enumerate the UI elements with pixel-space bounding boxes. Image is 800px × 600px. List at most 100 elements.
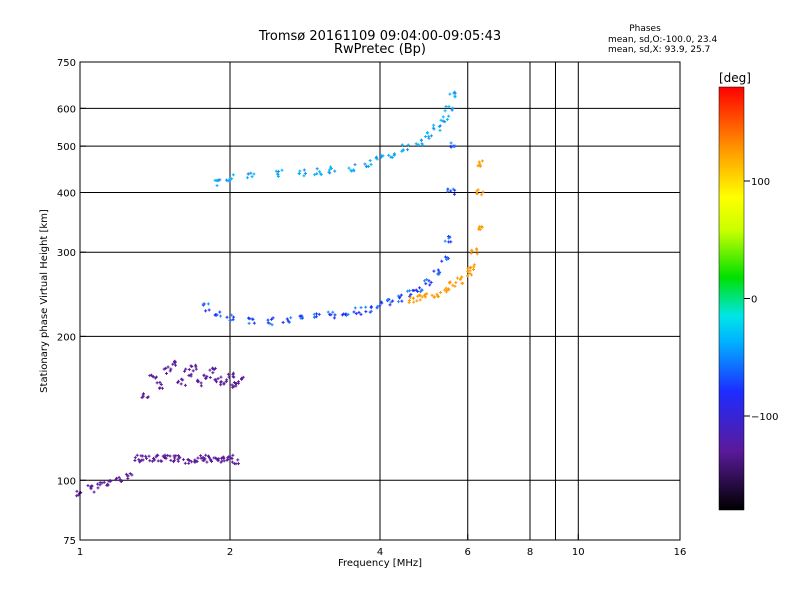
data-point <box>181 378 185 382</box>
colorbar-label: [deg] <box>719 71 751 85</box>
data-point <box>248 317 252 321</box>
data-point <box>229 318 233 322</box>
x-axis-label: Frequency [MHz] <box>338 558 422 569</box>
data-point <box>447 114 451 118</box>
data-point <box>315 167 319 171</box>
data-point <box>400 143 404 147</box>
data-point <box>331 310 335 314</box>
data-point <box>207 456 211 460</box>
data-point <box>128 472 132 476</box>
data-point <box>164 366 168 370</box>
data-point <box>378 304 382 308</box>
data-point <box>443 239 447 243</box>
data-point <box>451 187 455 191</box>
data-point <box>423 135 427 139</box>
data-point <box>418 294 422 298</box>
data-point <box>96 486 100 490</box>
data-point <box>117 475 121 479</box>
data-point <box>188 458 192 462</box>
data-points <box>75 90 485 498</box>
x-tick-label: 16 <box>674 547 687 558</box>
data-point <box>199 456 203 460</box>
data-point <box>166 453 170 457</box>
data-point <box>124 472 128 476</box>
data-point <box>354 312 358 316</box>
data-point <box>480 193 484 197</box>
data-point <box>183 383 187 387</box>
data-point <box>315 172 319 176</box>
data-point <box>234 462 238 466</box>
data-point <box>425 292 429 296</box>
data-point <box>142 392 146 396</box>
data-point <box>176 379 180 383</box>
data-point <box>314 315 318 319</box>
data-point <box>416 289 420 293</box>
data-point <box>252 321 256 325</box>
data-point <box>449 141 453 145</box>
data-point <box>437 270 441 274</box>
data-point <box>190 364 194 368</box>
data-point <box>428 283 432 287</box>
data-point <box>480 225 484 229</box>
data-point <box>231 453 235 457</box>
data-point <box>387 153 391 157</box>
data-point <box>226 372 230 376</box>
data-point <box>438 128 442 132</box>
data-point <box>92 490 96 494</box>
data-point <box>446 257 450 261</box>
data-point <box>436 295 440 299</box>
data-point <box>426 131 430 135</box>
data-point <box>227 375 231 379</box>
data-point <box>298 169 302 173</box>
data-point <box>297 171 301 175</box>
data-point <box>374 156 378 160</box>
data-point <box>231 173 235 177</box>
data-point <box>266 318 270 322</box>
data-point <box>276 173 280 177</box>
data-point <box>449 144 453 148</box>
data-point <box>445 117 449 121</box>
data-point <box>432 269 436 273</box>
data-point <box>208 376 212 380</box>
data-point <box>268 322 272 326</box>
data-point <box>342 312 346 316</box>
data-point <box>455 276 459 280</box>
data-point <box>194 363 198 367</box>
data-point <box>406 143 410 147</box>
x-tick-label: 10 <box>572 547 585 558</box>
y-tick-label: 600 <box>57 104 76 115</box>
data-point <box>469 273 473 277</box>
data-point <box>299 316 303 320</box>
data-point <box>468 271 472 275</box>
y-axis-label: Stationary phase Virtual Height [km] <box>39 209 50 393</box>
data-point <box>444 105 448 109</box>
data-point <box>452 192 456 196</box>
y-tick-label: 750 <box>57 58 76 69</box>
data-point <box>460 281 464 285</box>
data-point <box>441 119 445 123</box>
data-point <box>145 396 149 400</box>
stats-o-mode: mean, sd,O:-100.0, 23.4 <box>608 35 718 45</box>
data-point <box>153 376 157 380</box>
data-point <box>328 168 332 172</box>
y-tick-label: 400 <box>57 188 76 199</box>
data-point <box>396 300 400 304</box>
data-point <box>419 290 423 294</box>
data-point <box>230 383 234 387</box>
data-point <box>475 191 479 195</box>
data-point <box>466 267 470 271</box>
data-point <box>202 374 206 378</box>
data-point <box>448 281 452 285</box>
data-point <box>415 299 419 303</box>
data-point <box>469 251 473 255</box>
data-point <box>201 302 205 306</box>
y-tick-label: 200 <box>57 332 76 343</box>
y-tick-label: 75 <box>63 536 76 547</box>
data-point <box>183 369 187 373</box>
data-point <box>319 172 323 176</box>
data-point <box>424 282 428 286</box>
data-point <box>222 455 226 459</box>
data-point <box>286 319 290 323</box>
data-point <box>440 259 444 263</box>
